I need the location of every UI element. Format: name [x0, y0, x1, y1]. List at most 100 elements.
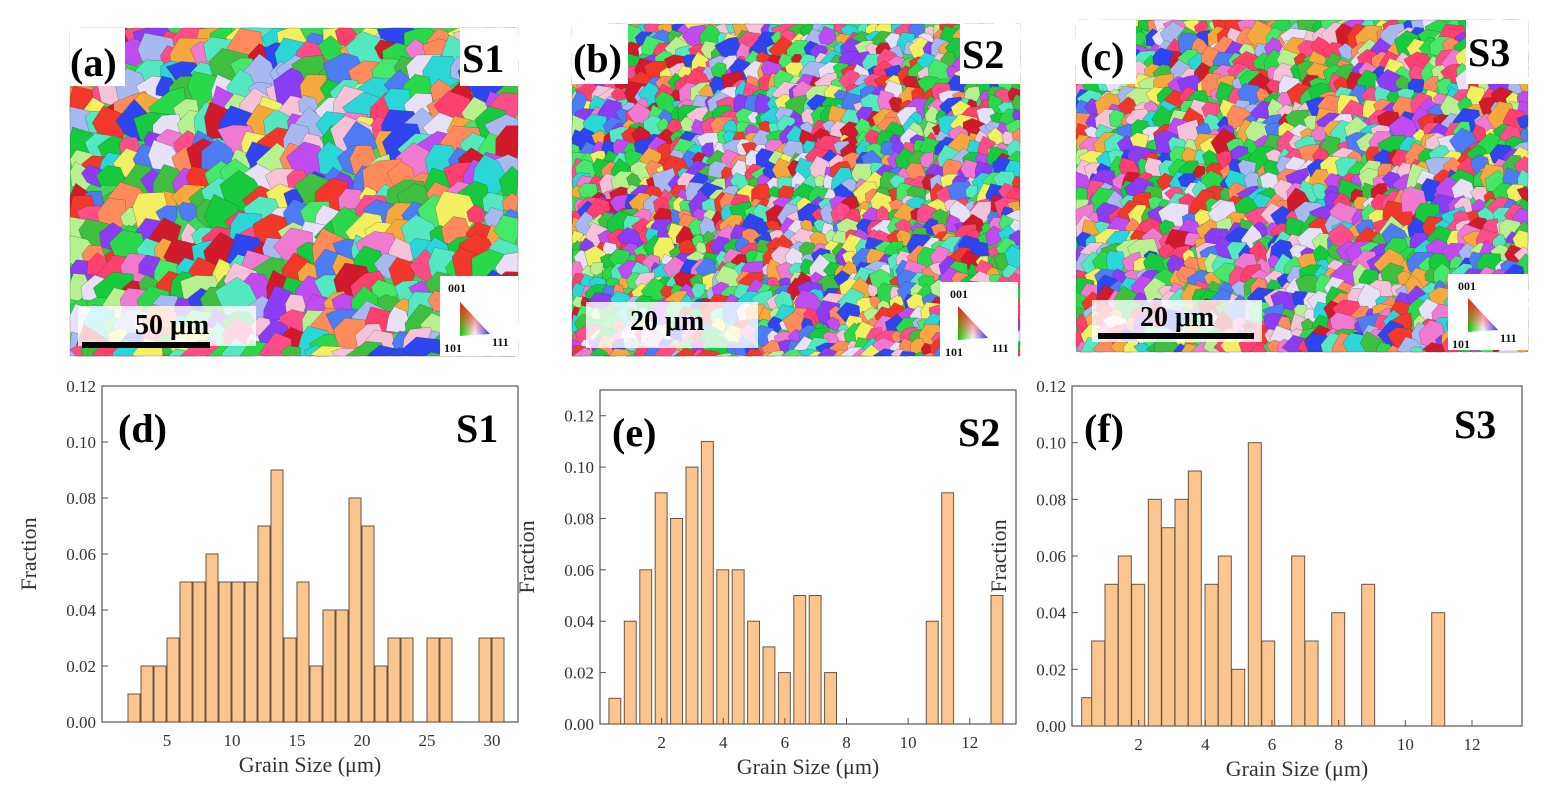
x-tick-label: 4	[719, 733, 728, 752]
x-tick-label: 6	[781, 733, 790, 752]
histogram-bar	[731, 569, 745, 725]
histogram-bar	[296, 581, 310, 723]
ipf-legend-c: 001 101 111	[1448, 274, 1528, 351]
histogram-bar	[1104, 583, 1119, 727]
chart-sample-label-f: S3	[1454, 402, 1496, 447]
histogram-bar	[1161, 527, 1176, 727]
histogram-bar	[426, 637, 440, 723]
chart-panel-label-f: (f)	[1084, 406, 1124, 451]
y-tick-label: 0.08	[1036, 490, 1066, 509]
x-tick-label: 2	[657, 733, 666, 752]
ipf-legend-b: 001 101 111	[940, 282, 1018, 359]
histogram-bar	[387, 637, 401, 723]
grain-size-histograms-row: (d) S1 0.00 0.02 0.04 0.06 0.08 0.10 0.12 5 10 15…	[16, 377, 1523, 781]
histogram-bar	[1174, 498, 1189, 727]
x-tick-label: 4	[1201, 735, 1210, 754]
x-tick-label: 12	[1464, 735, 1481, 754]
y-tick-label: 0.04	[1036, 604, 1066, 623]
histogram-bar	[1361, 583, 1376, 727]
chart-panel-label-d: (d)	[118, 406, 167, 451]
histogram-bar	[824, 672, 837, 725]
x-tick-label: 30	[484, 731, 501, 750]
sample-label-a: S1	[462, 36, 504, 81]
y-tick-label: 0.10	[564, 458, 594, 477]
y-tick-label: 0.00	[66, 713, 96, 732]
x-tick-label: 10	[900, 733, 917, 752]
ipf-001-b: 001	[950, 287, 968, 301]
scale-bar-label-c: 20 μm	[1140, 302, 1214, 333]
x-tick-label: 2	[1134, 735, 1143, 754]
histogram-bar	[335, 609, 349, 723]
scale-bar-label-a: 50 μm	[135, 310, 209, 341]
histogram-bar	[1431, 612, 1446, 727]
x-tick-label: 12	[961, 733, 978, 752]
y-tick-label: 0.10	[1036, 434, 1066, 453]
scale-bar-a	[82, 342, 210, 348]
histogram-bar	[623, 620, 637, 725]
y-tick-label: 0.06	[564, 561, 594, 580]
histogram-bar	[283, 637, 297, 723]
histogram-bar	[1204, 583, 1219, 727]
histogram-bar	[127, 693, 141, 723]
y-tick-label: 0.04	[564, 612, 594, 631]
y-axis-label: Fraction	[514, 520, 539, 593]
histogram-bar	[685, 466, 699, 725]
sample-label-b: S2	[962, 32, 1004, 77]
scale-bar-c	[1098, 333, 1254, 339]
histogram-bar	[478, 637, 492, 723]
x-tick-label: 25	[419, 731, 436, 750]
histogram-bar	[1247, 442, 1262, 727]
y-tick-label: 0.06	[66, 545, 96, 564]
histogram-bar	[1147, 498, 1162, 727]
histogram-bar	[925, 620, 939, 725]
histogram-bar	[1231, 668, 1246, 727]
histogram-bar	[1091, 640, 1106, 727]
histogram-bar	[1291, 555, 1306, 727]
y-tick-label: 0.12	[1036, 377, 1066, 396]
histogram-e: (e) S2 0.00 0.02 0.04 0.06 0.08 0.10 0.12 2 4 6 8 1…	[514, 389, 1017, 779]
y-tick-label: 0.08	[564, 509, 594, 528]
y-axis-label: Fraction	[986, 519, 1011, 592]
x-tick-label: 10	[224, 731, 241, 750]
panel-label-a: (a)	[70, 40, 117, 85]
histogram-bar	[491, 637, 505, 723]
ipf-111-b: 111	[992, 341, 1009, 355]
y-tick-label: 0.10	[66, 433, 96, 452]
x-tick-label: 5	[163, 731, 172, 750]
y-tick-label: 0.06	[1036, 547, 1066, 566]
chart-panel-label-e: (e)	[612, 410, 656, 455]
ipf-111-a: 111	[492, 335, 509, 349]
histogram-bar	[439, 637, 453, 723]
y-tick-label: 0.12	[66, 377, 96, 396]
histogram-bar	[322, 609, 336, 723]
histogram-bar	[808, 595, 822, 725]
x-tick-label: 6	[1268, 735, 1277, 754]
histogram-bar	[1117, 555, 1132, 727]
histogram-d: (d) S1 0.00 0.02 0.04 0.06 0.08 0.10 0.12 5 10 15…	[16, 377, 519, 777]
histogram-bar	[1331, 612, 1346, 727]
histogram-bar	[192, 581, 206, 723]
plot-frame	[599, 389, 1017, 725]
histogram-bar	[205, 553, 219, 723]
histogram-bar	[218, 581, 232, 723]
histogram-bar	[153, 665, 167, 723]
histogram-bar	[793, 595, 807, 725]
ipf-101-b: 101	[945, 345, 963, 359]
panel-label-c: (c)	[1080, 34, 1124, 79]
histogram-bar	[941, 492, 955, 725]
histogram-bar	[762, 646, 776, 725]
x-tick-label: 10	[1397, 735, 1414, 754]
histogram-bar	[348, 497, 362, 723]
ipf-101-c: 101	[1452, 337, 1470, 351]
scale-bar-label-b: 20 μm	[630, 306, 704, 337]
histogram-bar	[309, 665, 323, 723]
ebsd-maps-row: (a) S1 50 μm 001 101 111 (b) S2 20 μm 00…	[69, 19, 1529, 359]
y-tick-label: 0.04	[66, 601, 96, 620]
histogram-bar	[374, 665, 388, 723]
histogram-bar	[1261, 640, 1276, 727]
histogram-bar	[608, 697, 622, 725]
x-axis-label: Grain Size (μm)	[737, 754, 880, 779]
histogram-bar	[639, 569, 653, 725]
ebsd-map-b: (b) S2 20 μm 001 101 111	[571, 23, 1021, 359]
y-tick-label: 0.02	[66, 657, 96, 676]
